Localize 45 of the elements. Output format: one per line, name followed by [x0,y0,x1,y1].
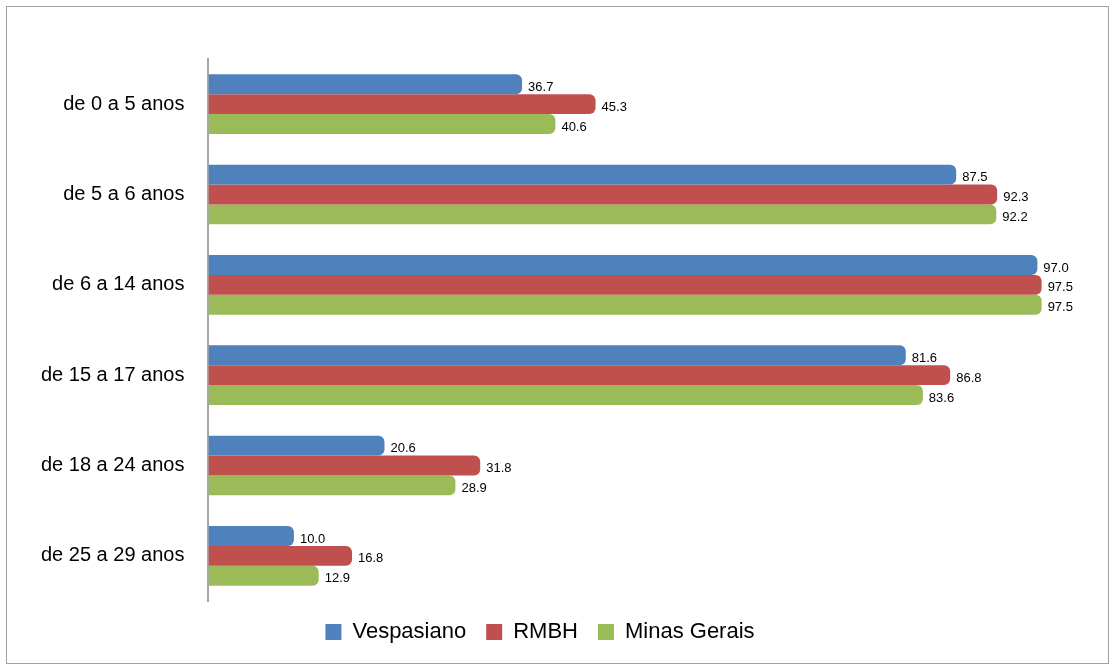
bar [208,526,294,546]
y-tick-label: de 25 a 29 anos [40,543,185,566]
bar [208,545,353,566]
bar [208,475,456,496]
data-label: 45.3 [601,98,627,114]
bar [208,204,997,225]
y-tick-label: de 15 a 17 anos [40,362,185,385]
data-label: 83.6 [928,389,955,405]
y-tick-label: de 0 a 5 anos [63,91,185,114]
y-tick-label: de 6 a 14 anos [52,272,185,295]
bar [208,365,951,386]
bar [208,94,596,115]
data-label: 31.8 [486,460,512,476]
bar [208,385,923,405]
legend-label: RMBH [513,618,578,644]
bar [208,455,481,476]
data-label: 81.6 [911,349,938,365]
data-label: 92.3 [1003,189,1029,205]
data-label: 97.5 [1047,299,1073,315]
data-label: 86.8 [956,369,982,385]
bar [208,435,385,456]
bar [208,345,906,366]
bar [208,114,556,134]
data-label: 92.2 [1002,208,1028,224]
bar [208,184,998,205]
bar [208,74,523,95]
bar [208,565,319,586]
bar [208,255,1038,275]
y-tick-label: de 18 a 24 anos [40,453,185,476]
data-label: 40.6 [561,118,587,134]
legend-label: Minas Gerais [624,618,755,644]
data-label: 12.9 [324,570,351,586]
bar [208,294,1042,315]
bar [208,274,1042,295]
legend-label: Vespasiano [352,618,467,644]
data-label: 97.5 [1047,279,1073,295]
data-label: 20.6 [390,440,416,456]
data-label: 10.0 [299,530,326,546]
data-label: 28.9 [461,479,487,495]
bar [208,164,957,185]
y-tick-label: de 5 a 6 anos [63,182,185,205]
data-label: 36.7 [528,78,554,94]
data-label: 97.0 [1043,259,1069,275]
data-label: 87.5 [962,169,988,185]
data-label: 16.8 [358,550,384,566]
